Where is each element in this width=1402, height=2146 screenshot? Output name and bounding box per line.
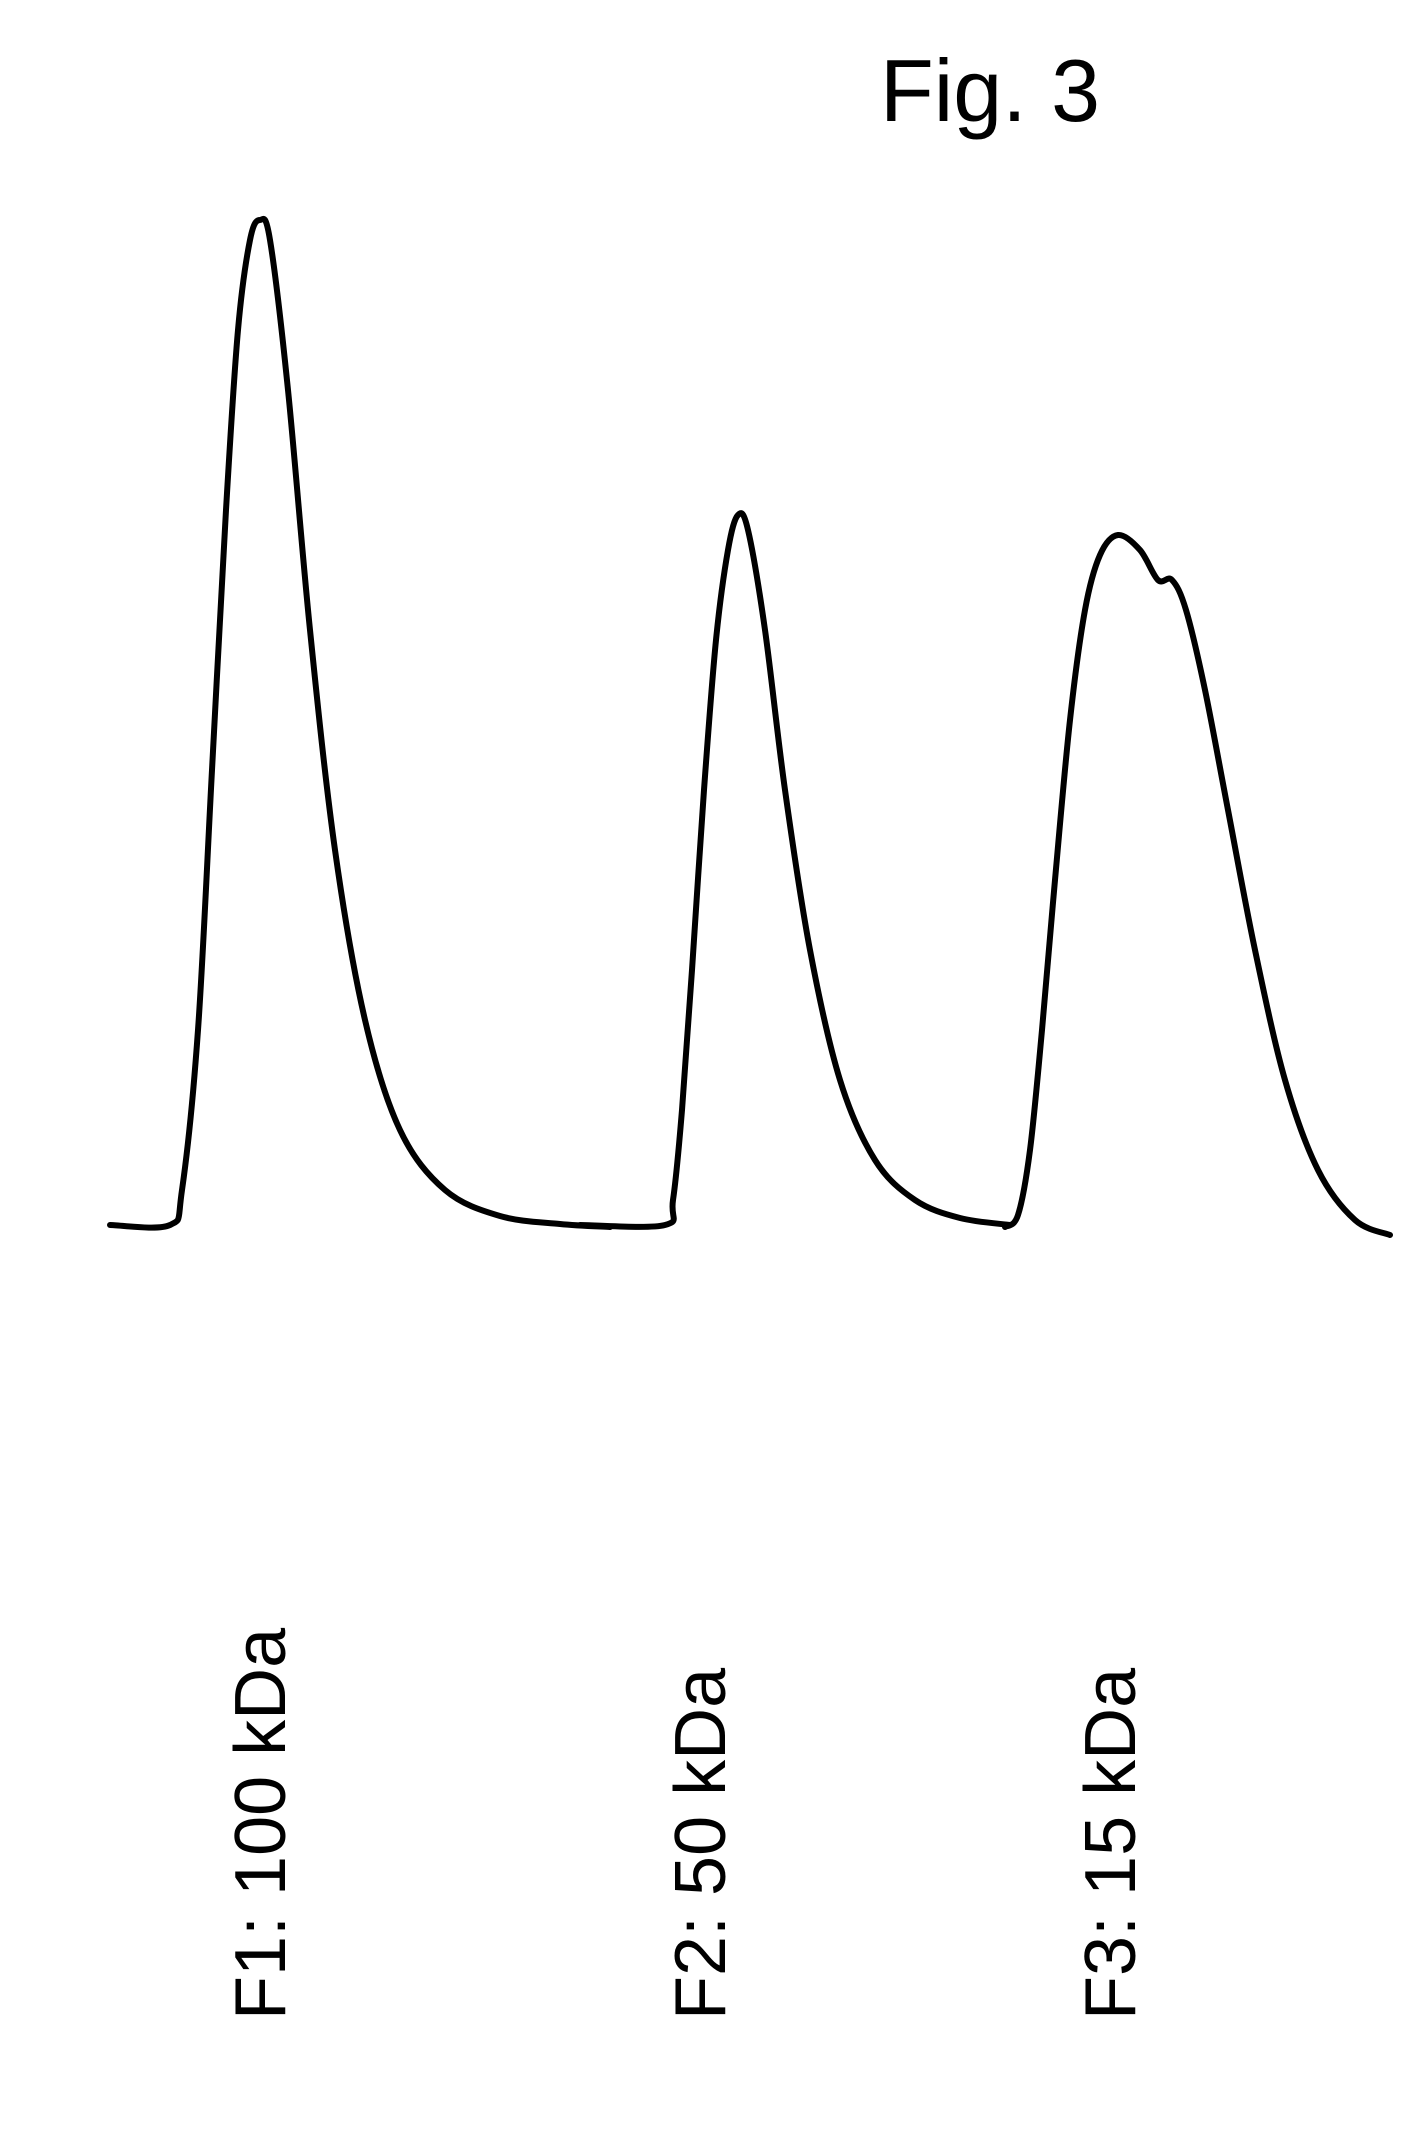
panel-label-f3: F3: 15 kDa <box>1070 1668 1152 2020</box>
figure-title: Fig. 3 <box>880 40 1100 142</box>
chromatogram-f1 <box>100 210 620 1240</box>
chromatogram-f3 <box>1000 210 1400 1240</box>
panel-label-f2: F2: 50 kDa <box>660 1668 742 2020</box>
panel-label-f1: F1: 100 kDa <box>220 1628 302 2020</box>
chromatogram-f2 <box>570 210 1030 1240</box>
